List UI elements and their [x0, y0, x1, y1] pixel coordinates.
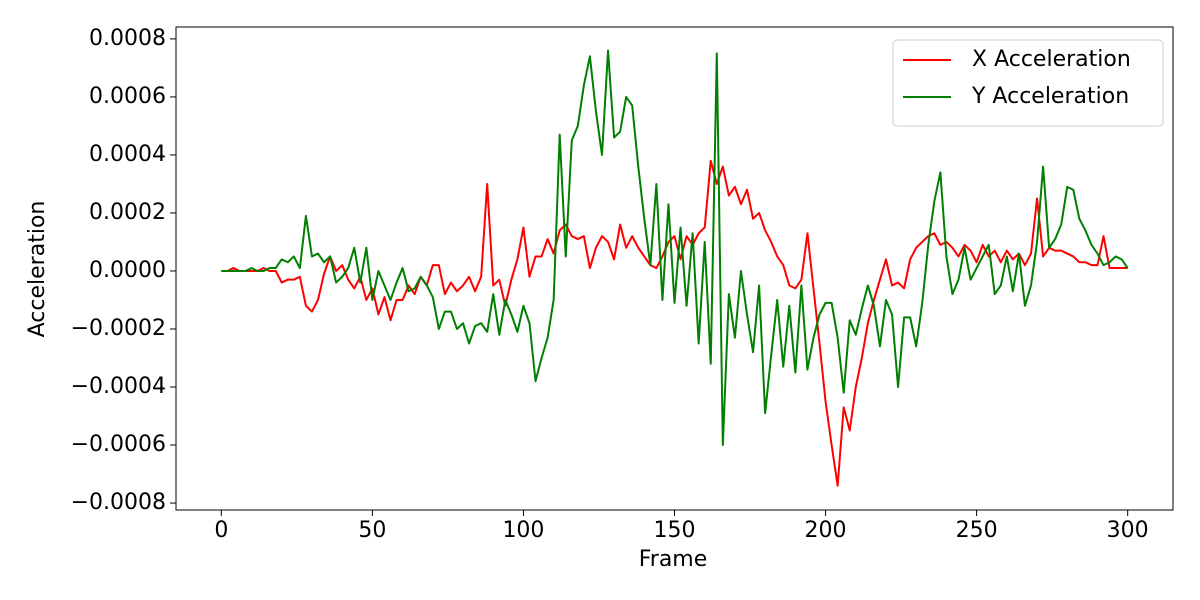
x-axis-label: Frame: [639, 547, 708, 572]
y-tick-label: −0.0008: [71, 490, 166, 515]
x-tick-label: 0: [214, 518, 228, 543]
x-tick-label: 300: [1107, 518, 1149, 543]
x-tick-label: 50: [358, 518, 386, 543]
y-tick-label: 0.0008: [89, 26, 166, 51]
legend-box: [892, 39, 1164, 127]
y-tick-label: 0.0004: [89, 142, 166, 167]
y-tick-label: 0.0006: [89, 84, 166, 109]
x-tick-label: 250: [956, 518, 998, 543]
data-line: [221, 49, 1129, 447]
y-tick-label: 0.0002: [89, 200, 166, 225]
legend-label: Y Acceleration: [971, 84, 1129, 109]
plot-frame: [175, 26, 1174, 511]
y-tick-label: −0.0004: [71, 374, 166, 399]
y-tick-label: −0.0006: [71, 432, 166, 457]
data-line: [221, 159, 1128, 487]
y-axis-label: Acceleration: [25, 201, 50, 338]
x-tick-label: 100: [502, 518, 544, 543]
y-tick-label: −0.0002: [71, 316, 166, 341]
y-tick-label: 0.0000: [89, 258, 166, 283]
x-tick-label: 200: [805, 518, 847, 543]
legend-label: X Acceleration: [972, 47, 1131, 72]
x-tick-label: 150: [654, 518, 696, 543]
